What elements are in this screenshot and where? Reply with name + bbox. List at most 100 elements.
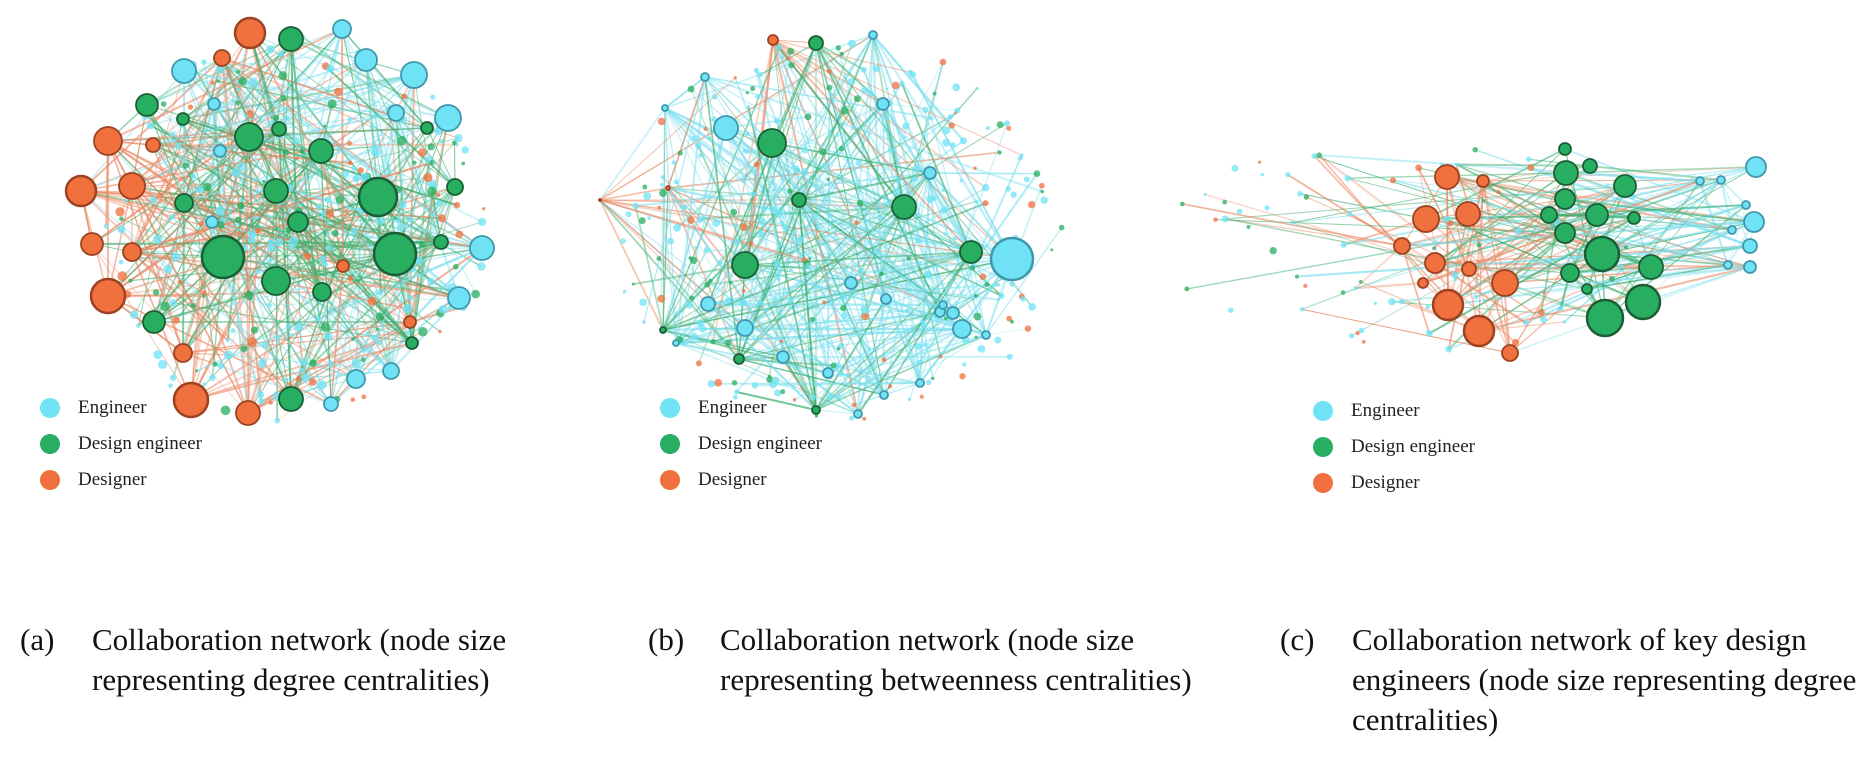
- engineer-node: [732, 394, 738, 400]
- engineer-node: [406, 216, 413, 223]
- engineer-node: [332, 19, 352, 39]
- caption-b: (b) Collaboration network (node size rep…: [648, 620, 1220, 700]
- network-edge: [744, 42, 817, 329]
- engineer-node: [1353, 286, 1358, 291]
- network-edge: [80, 91, 339, 192]
- engineer-node: [845, 373, 849, 377]
- legend-item-engineer: Engineer: [660, 390, 822, 426]
- network-edge: [249, 32, 341, 201]
- network-edge: [153, 38, 292, 323]
- engineer-node: [673, 223, 681, 232]
- designer-node: [1303, 283, 1308, 288]
- network-edge: [1455, 164, 1511, 354]
- engineer-node: [435, 200, 443, 207]
- designer-node: [172, 381, 210, 419]
- designer-node: [198, 220, 204, 227]
- engineer-node: [899, 80, 905, 86]
- network-edge: [883, 334, 987, 396]
- design-engineer-node: [420, 121, 434, 135]
- engineer-node: [985, 126, 990, 131]
- engineer-node: [1425, 329, 1433, 338]
- designer-node: [295, 376, 302, 382]
- design-engineer-node: [704, 281, 711, 288]
- design-engineer-node: [397, 135, 407, 146]
- engineer-node: [377, 290, 384, 296]
- network-edge: [772, 39, 972, 253]
- designer-node: [792, 398, 797, 402]
- engineer-node: [639, 298, 647, 307]
- engineer-node: [671, 160, 676, 165]
- engineer-node: [740, 177, 747, 184]
- engineer-node: [434, 104, 462, 132]
- engineer-node: [1040, 196, 1048, 204]
- design-engineer-node: [1358, 280, 1363, 284]
- network-edge: [929, 172, 1037, 175]
- design-engineer-node: [433, 234, 449, 250]
- network-edge: [939, 123, 1008, 313]
- engineer-node: [266, 242, 275, 252]
- engineer-node: [298, 367, 305, 374]
- network-edge: [1504, 214, 1598, 284]
- engineer-node: [1289, 220, 1295, 225]
- design-engineer-node: [234, 122, 264, 152]
- designer-node: [1024, 325, 1032, 332]
- design-engineer-node: [216, 79, 220, 83]
- engineer-node: [136, 323, 141, 328]
- engineer-node: [885, 87, 889, 91]
- engineer-node: [253, 215, 258, 220]
- designer-node: [749, 240, 754, 246]
- design-engineer-node: [689, 256, 698, 265]
- designer-node: [733, 76, 737, 80]
- engineer-node: [190, 173, 196, 179]
- network-edge: [744, 144, 776, 266]
- designer-node: [455, 230, 464, 239]
- design-engineer-node: [308, 138, 334, 164]
- designer-node: [1511, 338, 1520, 347]
- engineer-node: [1388, 298, 1396, 306]
- network-edge: [190, 186, 208, 401]
- engineer-node: [949, 142, 956, 148]
- design-engineer-node: [174, 193, 194, 213]
- network-edge: [707, 42, 817, 305]
- designer-node: [247, 336, 258, 347]
- designer-node: [919, 394, 924, 399]
- engineer-node: [972, 297, 976, 301]
- design-engineer-node: [360, 357, 366, 363]
- network-edge: [1287, 173, 1403, 247]
- designer-node: [1462, 314, 1496, 348]
- network-edge: [1475, 166, 1757, 298]
- engineer-node: [1451, 271, 1459, 279]
- design-engineer-node: [452, 140, 457, 146]
- design-engineer-node: [235, 100, 240, 106]
- design-engineer-node: [405, 336, 419, 350]
- engineer-node: [201, 59, 207, 65]
- network-edge: [738, 258, 1013, 360]
- network-edge: [1446, 176, 1603, 255]
- design-engineer-node: [160, 101, 167, 107]
- designer-node: [177, 279, 182, 285]
- engineer-node: [386, 163, 390, 167]
- network-edge: [1291, 166, 1757, 224]
- engineer-node: [625, 211, 632, 218]
- designer-node: [437, 214, 447, 223]
- network-edge: [411, 117, 449, 344]
- designer-node: [888, 384, 893, 389]
- network-edge: [704, 76, 740, 360]
- network-edge: [1425, 213, 1598, 221]
- engineer-node: [123, 199, 128, 203]
- network-edge: [107, 265, 344, 297]
- network-edge: [890, 102, 921, 384]
- engineer-node: [157, 359, 168, 369]
- design-engineer-node: [809, 316, 816, 323]
- designer-node: [93, 126, 123, 156]
- network-edge: [377, 196, 392, 372]
- engineer-node: [230, 328, 236, 334]
- network-edge: [772, 39, 887, 300]
- design-engineer-node: [261, 266, 291, 296]
- engineer-node: [268, 258, 273, 263]
- engineer-node: [370, 334, 377, 341]
- engineer-node: [236, 87, 241, 92]
- network-edge: [782, 206, 905, 358]
- network-edge: [909, 72, 1013, 260]
- engineer-node: [255, 268, 261, 275]
